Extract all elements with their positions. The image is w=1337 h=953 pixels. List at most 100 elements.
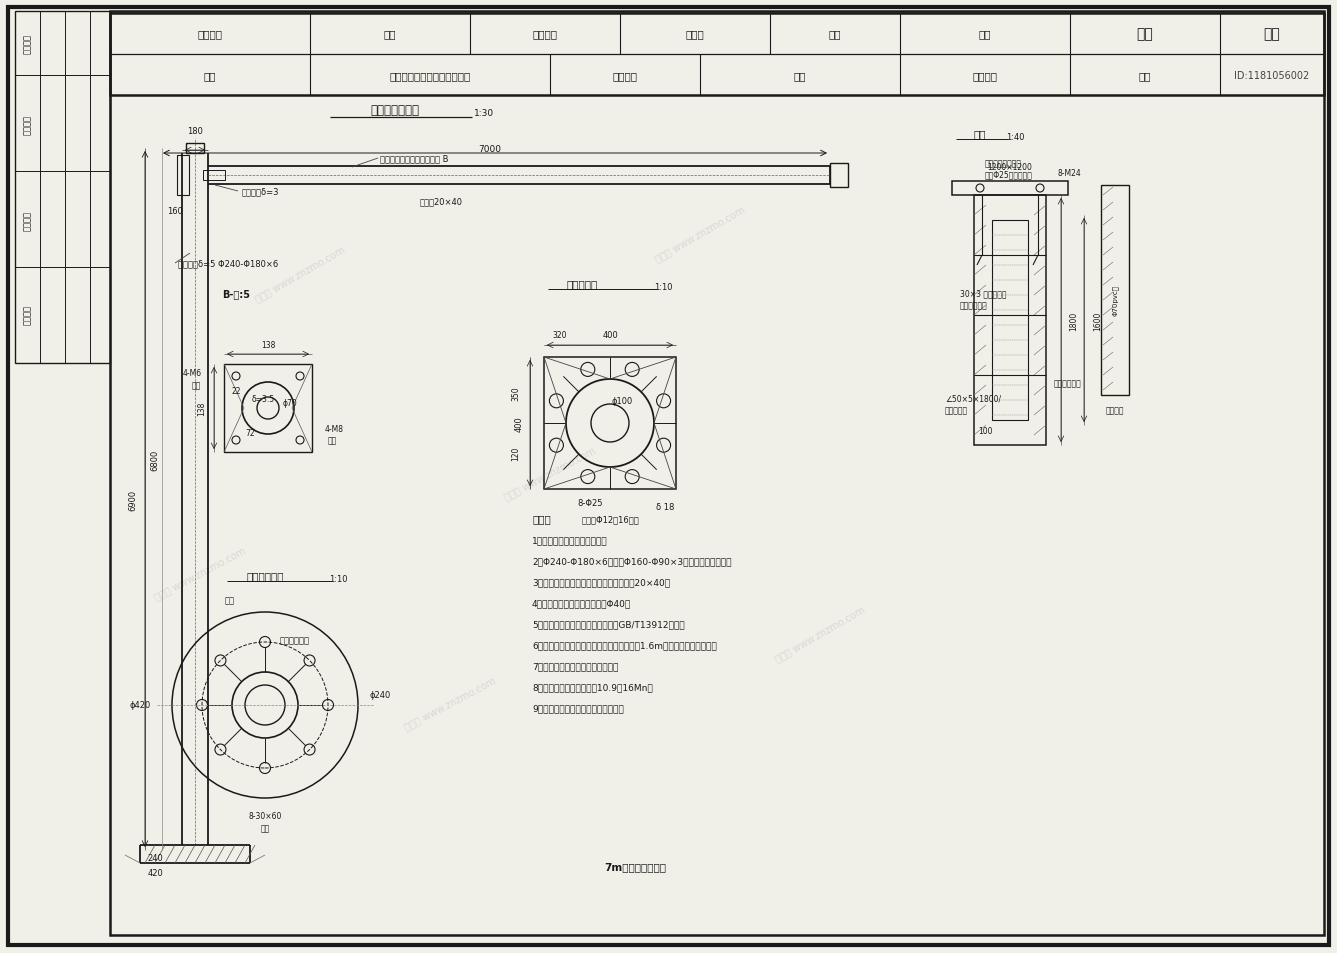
Text: 开孔Φ25与螺杆相连: 开孔Φ25与螺杆相连 <box>985 171 1034 179</box>
Text: 1:40: 1:40 <box>1005 132 1024 141</box>
Text: 160: 160 <box>167 206 183 215</box>
Text: 设计号: 设计号 <box>686 29 705 39</box>
Text: 横杆钢板δ=3: 横杆钢板δ=3 <box>242 188 279 196</box>
Text: 块与角钢焊接: 块与角钢焊接 <box>960 301 988 310</box>
Text: 设计阶段: 设计阶段 <box>612 71 638 81</box>
Text: 4-M8: 4-M8 <box>325 424 344 433</box>
Text: 180: 180 <box>187 128 203 136</box>
Text: 电子警察立面图: 电子警察立面图 <box>370 105 420 117</box>
Text: ϕ420: ϕ420 <box>130 700 151 710</box>
Bar <box>203 171 225 181</box>
Text: 均布: 均布 <box>191 381 201 390</box>
Text: 设计: 设计 <box>829 29 841 39</box>
Text: 8-M24: 8-M24 <box>1058 170 1082 178</box>
Text: ID:1181056002: ID:1181056002 <box>1234 71 1310 81</box>
Text: 4-M6: 4-M6 <box>182 369 202 378</box>
Text: 知末网 www.znzmo.com: 知末网 www.znzmo.com <box>253 244 346 304</box>
Text: 22: 22 <box>231 386 241 395</box>
Text: 350: 350 <box>512 386 520 401</box>
Text: 地笼: 地笼 <box>973 129 987 139</box>
Text: 6、表面热镀锌后喷塑处理，上白下兰，高地1.6m为兰色，其余为白色；: 6、表面热镀锌后喷塑处理，上白下兰，高地1.6m为兰色，其余为白色； <box>532 640 717 650</box>
Text: （双面切割）: （双面切割） <box>1054 379 1082 388</box>
Text: 4、要有从立杆到横臂的穿线孔Φ40；: 4、要有从立杆到横臂的穿线孔Φ40； <box>532 598 631 608</box>
Text: 知末网 www.znzmo.com: 知末网 www.znzmo.com <box>402 675 497 732</box>
Text: 立柱钢板δ=5 Φ240-Φ180×6: 立柱钢板δ=5 Φ240-Φ180×6 <box>178 259 278 268</box>
Text: 均布: 均布 <box>328 436 337 445</box>
Text: 7m电子警察大样图: 7m电子警察大样图 <box>604 862 666 871</box>
Text: 横臂连接板: 横臂连接板 <box>567 278 598 289</box>
Text: δ=3.5: δ=3.5 <box>251 395 274 403</box>
Bar <box>544 357 677 490</box>
Text: 立杆: 立杆 <box>225 596 235 605</box>
Text: （专业）: （专业） <box>23 34 32 54</box>
Text: 6800: 6800 <box>151 449 159 470</box>
Text: 420: 420 <box>147 868 163 878</box>
Text: ϕ100: ϕ100 <box>611 397 632 406</box>
Text: 热镀锌角钢: 热镀锌角钢 <box>945 406 968 416</box>
Bar <box>186 144 205 153</box>
Bar <box>1100 186 1128 395</box>
Text: 1600: 1600 <box>1094 311 1103 331</box>
Text: 400: 400 <box>602 331 618 340</box>
Text: 审核: 审核 <box>979 29 991 39</box>
Text: 240: 240 <box>147 854 163 862</box>
Text: 知末网 www.znzmo.com: 知末网 www.znzmo.com <box>654 204 747 264</box>
Text: 1:30: 1:30 <box>473 110 495 118</box>
Text: 热镀锌扁铁块此端: 热镀锌扁铁块此端 <box>985 159 1021 169</box>
Text: 8-Φ25: 8-Φ25 <box>578 499 603 508</box>
Text: 7、配齐相应的螺栓、螺母、垫圈；: 7、配齐相应的螺栓、螺母、垫圈； <box>532 661 619 671</box>
Text: 138: 138 <box>261 340 275 349</box>
Text: 5、杆体采用整体热镀锌，镀锌符合GB/T13912标准；: 5、杆体采用整体热镀锌，镀锌符合GB/T13912标准； <box>532 619 685 629</box>
Text: 400: 400 <box>515 416 524 432</box>
Text: 电子警察大样图（二）（修）: 电子警察大样图（二）（修） <box>389 71 471 81</box>
Text: 知末网 www.znzmo.com: 知末网 www.znzmo.com <box>152 545 247 601</box>
Text: 下沿焊Φ12～16钢管: 下沿焊Φ12～16钢管 <box>582 515 639 524</box>
Text: 1、本图尺寸单位均以毫米计；: 1、本图尺寸单位均以毫米计； <box>532 536 607 545</box>
Text: 交通工程: 交通工程 <box>532 29 558 39</box>
Text: 9、立杆底座施工时需进行抱封处理。: 9、立杆底座施工时需进行抱封处理。 <box>532 703 624 713</box>
Text: 8、法兰联接螺栓采用螺栓10.9级16Mn。: 8、法兰联接螺栓采用螺栓10.9级16Mn。 <box>532 682 652 692</box>
Bar <box>176 156 189 195</box>
Bar <box>830 164 848 188</box>
Text: 知末网 www.znzmo.com: 知末网 www.znzmo.com <box>773 603 866 663</box>
Text: 320: 320 <box>552 331 567 340</box>
Text: 项目负责: 项目负责 <box>972 71 997 81</box>
Text: （签名）: （签名） <box>23 211 32 231</box>
Text: 知末: 知末 <box>1263 27 1281 41</box>
Text: 图名: 图名 <box>203 71 217 81</box>
Text: B-向:5: B-向:5 <box>222 289 250 298</box>
Bar <box>952 182 1068 195</box>
Text: 横臂法兰，固定安装摄像机 B: 横臂法兰，固定安装摄像机 B <box>380 154 448 163</box>
Text: 1:10: 1:10 <box>329 574 348 583</box>
Text: 子项: 子项 <box>384 29 396 39</box>
Text: 1200×1200: 1200×1200 <box>988 163 1032 172</box>
Bar <box>15 12 110 364</box>
Text: 1:10: 1:10 <box>654 282 673 292</box>
Text: 120: 120 <box>512 446 520 460</box>
Text: Φ70pvc管: Φ70pvc管 <box>1111 285 1118 316</box>
Text: 与横臂杆平行: 与横臂杆平行 <box>279 636 310 645</box>
Text: 72: 72 <box>245 429 255 438</box>
Text: δ 18: δ 18 <box>656 503 674 512</box>
Text: 138: 138 <box>198 401 206 416</box>
Text: 8-30×60: 8-30×60 <box>249 812 282 821</box>
Text: 知末: 知末 <box>1136 27 1154 41</box>
Text: （签名）: （签名） <box>23 115 32 135</box>
Bar <box>110 14 1324 96</box>
Text: 底法兰示意图: 底法兰示意图 <box>246 571 283 580</box>
Text: 工程名称: 工程名称 <box>198 29 222 39</box>
Text: 6900: 6900 <box>128 489 138 510</box>
Text: 穿线孔20×40: 穿线孔20×40 <box>420 197 463 206</box>
Bar <box>973 195 1046 446</box>
Text: （日期）: （日期） <box>23 305 32 325</box>
Text: 2、Φ240-Φ180×6立杆和Φ160-Φ90×3悬臂均为圆形钢管；: 2、Φ240-Φ180×6立杆和Φ160-Φ90×3悬臂均为圆形钢管； <box>532 557 731 566</box>
Text: 30×3 热镀锌扁铁: 30×3 热镀锌扁铁 <box>960 289 1007 298</box>
Text: 7000: 7000 <box>479 146 501 154</box>
Text: 3、立杆下端开门，顶部配帽，横臂下开孔20×40；: 3、立杆下端开门，顶部配帽，横臂下开孔20×40； <box>532 578 670 587</box>
Text: ϕ70: ϕ70 <box>282 399 297 408</box>
Bar <box>225 365 312 453</box>
Text: ∠50×5×1800/: ∠50×5×1800/ <box>945 395 1001 403</box>
Text: 日期: 日期 <box>1139 71 1151 81</box>
Text: 说明：: 说明： <box>532 514 551 523</box>
Text: 通入管井: 通入管井 <box>1106 406 1124 416</box>
